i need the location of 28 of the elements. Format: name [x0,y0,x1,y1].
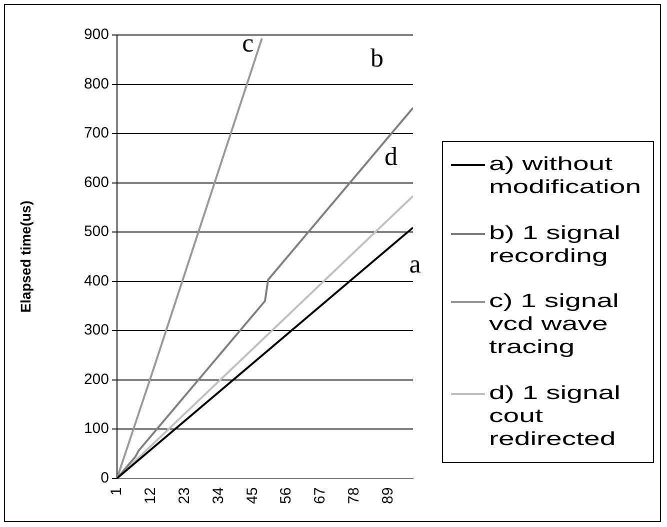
y-tick-label: 900 [84,26,109,44]
y-tick-label: 700 [84,124,109,142]
y-tick-label: 800 [84,75,109,92]
y-tick-label: 600 [84,174,109,191]
y-tick-label: 0 [100,469,109,486]
annotation: a [409,249,422,278]
y-tick-label: 400 [84,272,109,290]
x-tick-label: 56 [278,487,295,504]
y-tick-label: 200 [84,370,109,388]
x-tick-label: 78 [346,487,363,504]
y-tick-label: 100 [84,420,109,438]
annotation: b [370,44,384,73]
legend-label: a) without modification [489,153,642,200]
annotation: d [384,142,398,171]
x-tick-label: 67 [312,487,329,504]
y-tick-label: 300 [84,322,109,339]
legend-label: b) 1 signal recording [489,222,622,268]
legend-label: d) 1 signal cout redirected [489,382,622,451]
x-tick-label: 23 [176,487,193,504]
legend-label: c) 1 signal vcd wave tracing [489,290,620,360]
annotation: c [242,28,254,58]
x-tick-label: 12 [142,487,160,504]
x-tick-label: 34 [210,487,227,504]
x-tick-label: 89 [379,487,396,504]
x-tick-label: 45 [244,487,261,504]
y-axis-title: Elapsed time(us) [17,200,34,313]
x-tick-label: 1 [108,487,126,496]
y-tick-label: 500 [84,223,109,240]
